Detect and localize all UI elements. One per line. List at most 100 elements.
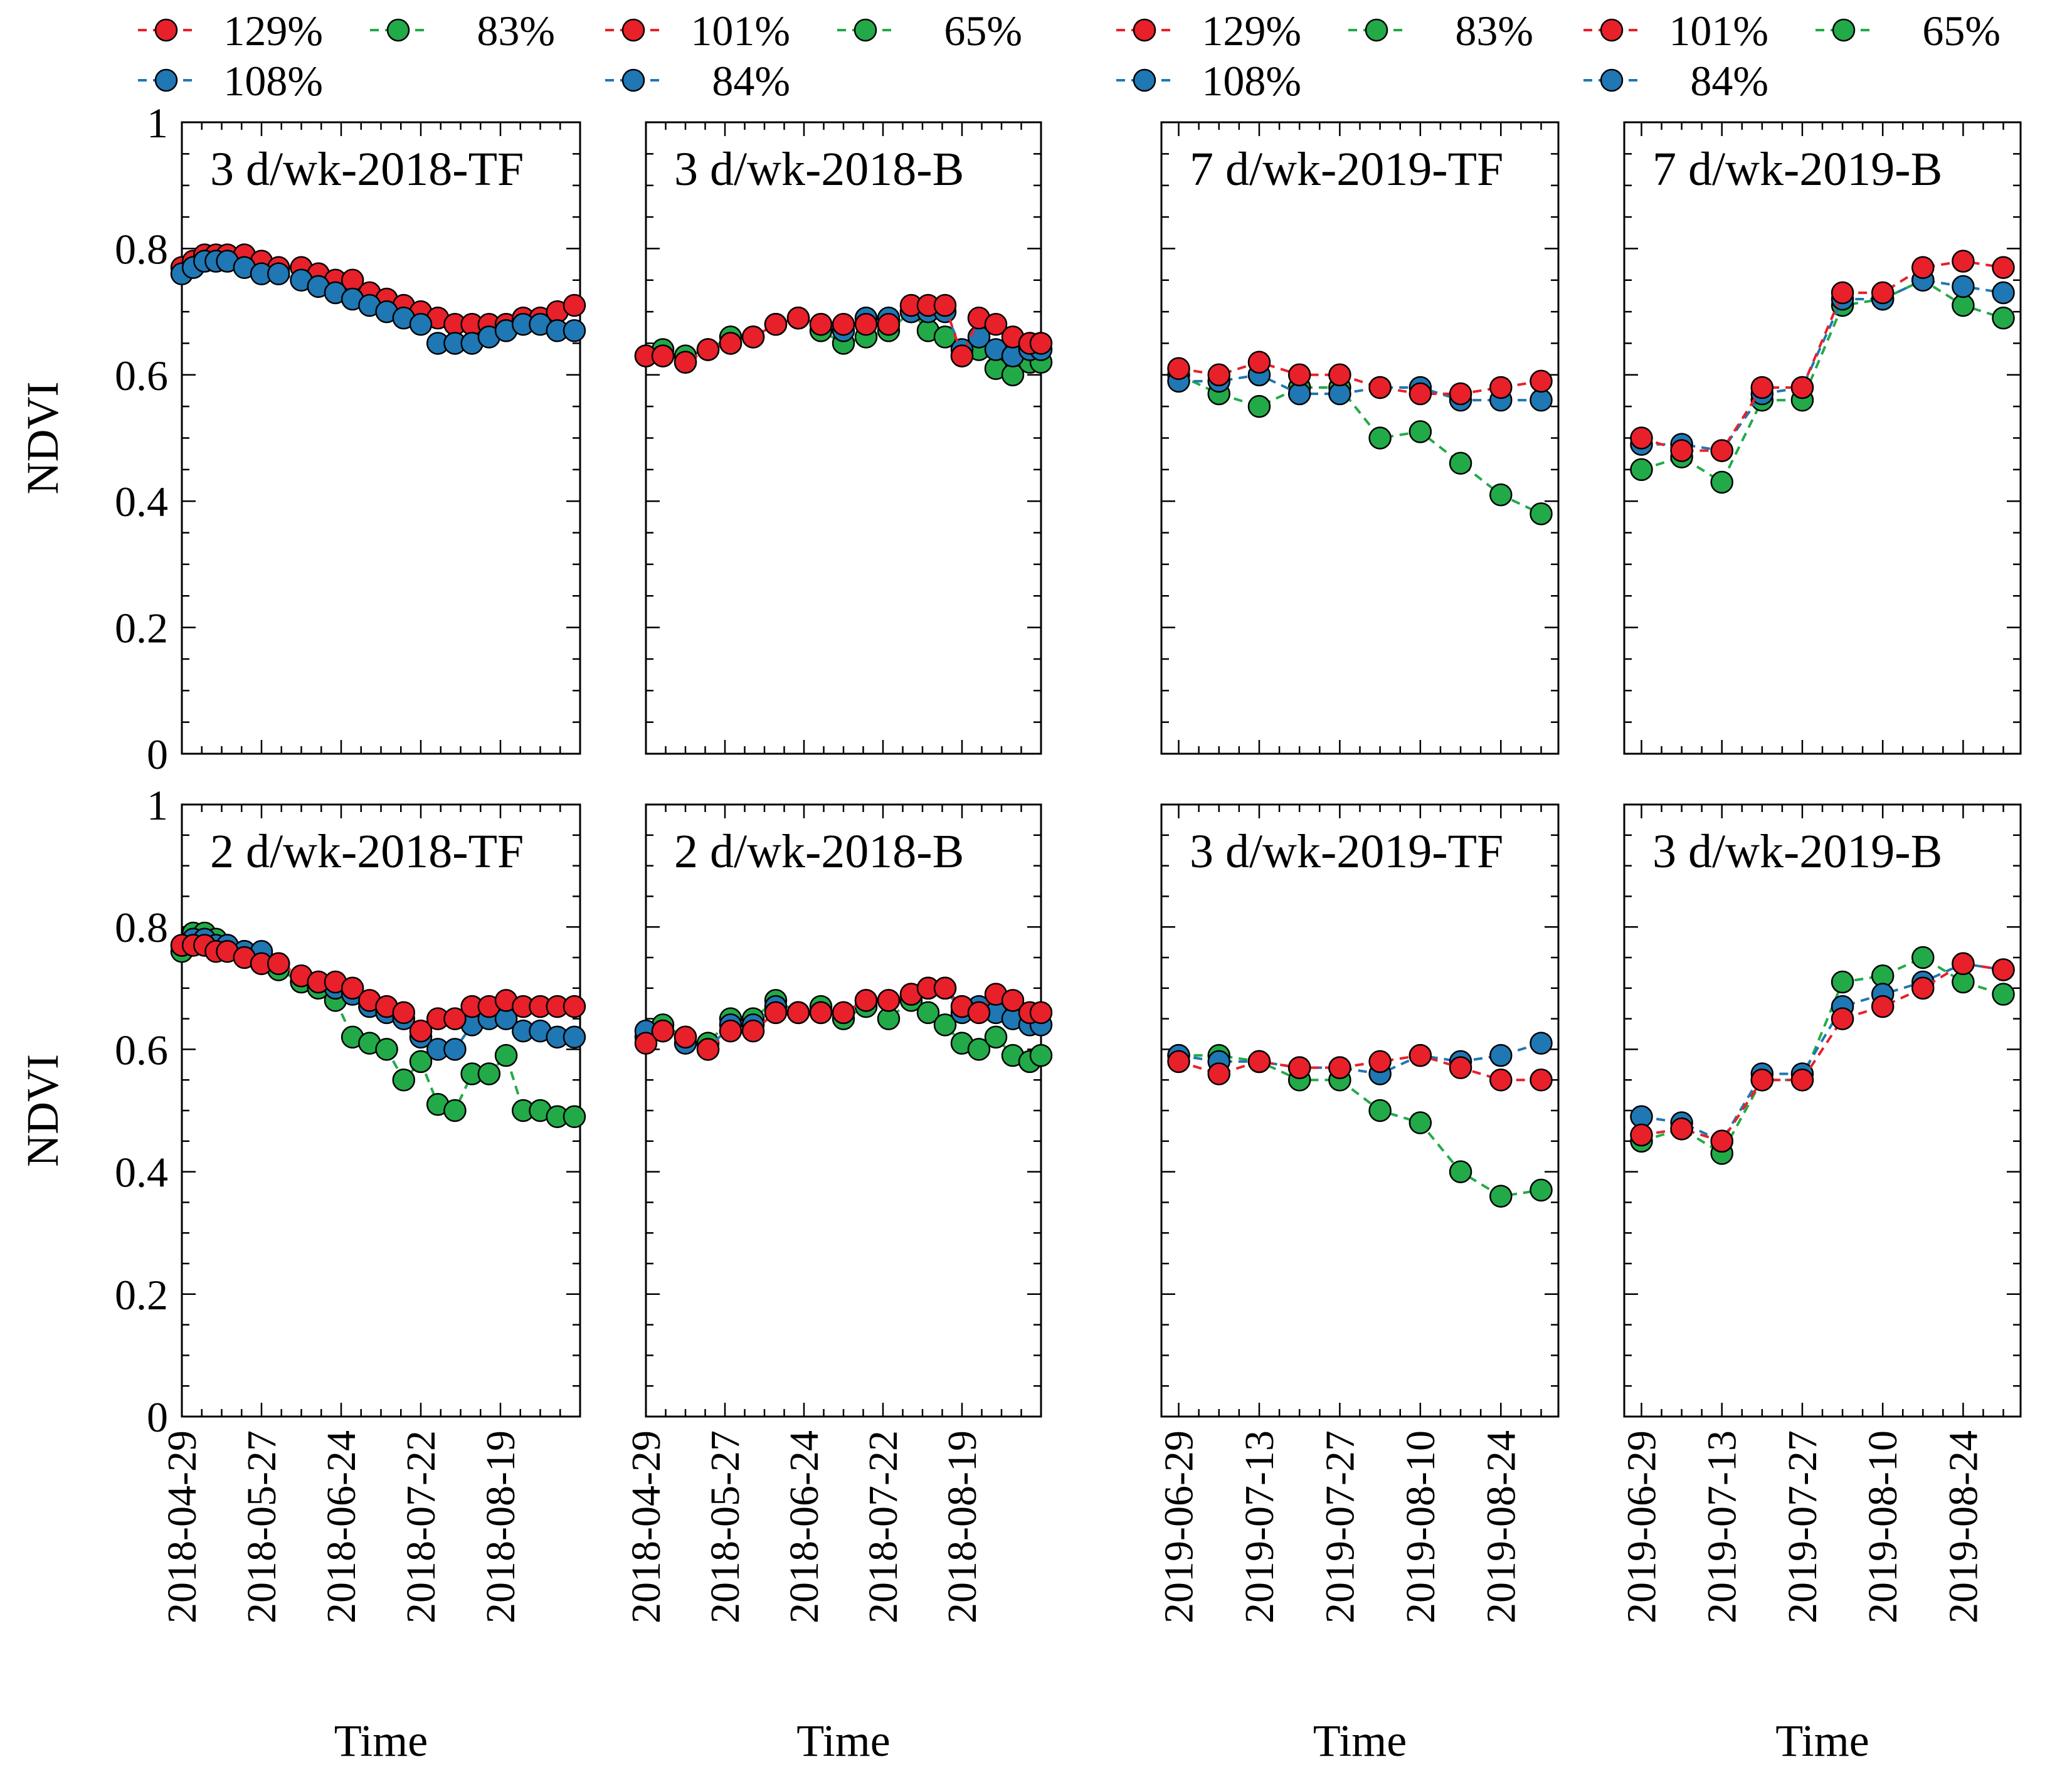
y-tick-label: 0.2 [115,604,168,652]
legend-marker [1600,18,1624,42]
legend-marker [1365,18,1388,42]
x-tick-label: 2018-07-22 [860,1430,906,1623]
data-point [1710,439,1733,462]
data-point [1489,1185,1513,1208]
data-point [1167,1050,1190,1074]
y-tick-label: 0 [147,1393,168,1441]
data-point [854,312,878,336]
legend-entry: 83% [370,7,555,55]
y-tick-label: 0.6 [115,1026,168,1074]
x-tick-label: 2019-07-13 [1699,1430,1745,1623]
y-tick-label: 0 [147,731,168,778]
x-tick-label: 2018-07-22 [398,1430,444,1623]
data-point [1790,376,1814,399]
data-point [634,1032,658,1055]
series-line [1641,278,2004,452]
x-tick-label: 2019-08-10 [1398,1430,1444,1623]
series-129pct [170,934,586,1043]
data-point [1911,256,1935,279]
legend-label: 129% [1202,7,1301,55]
series-line [1178,373,1542,515]
data-point [1992,256,2015,279]
data-point [1790,1068,1814,1092]
panel-title: 3 d/wk-2018-TF [210,143,524,196]
series-101pct [1630,952,2015,1153]
data-point [1710,1129,1733,1153]
plot-frame [1160,803,1560,1418]
legend-entry: 129% [138,7,323,55]
x-tick-label: 2018-08-19 [939,1430,985,1623]
data-point [1530,388,1553,412]
series-line [1178,1054,1541,1082]
data-point [1409,1111,1432,1134]
data-point [1871,281,1895,305]
data-point [719,1019,743,1043]
legend-label: 101% [690,7,790,55]
x-tick-label: 2019-08-24 [1478,1430,1524,1623]
data-point [1247,351,1271,374]
panel-7: 2019-06-29 2019-07-13 2019-07-27 2019-08-10… [1156,803,1560,1766]
x-tick-label: 2018-04-29 [623,1430,669,1623]
legend-entry: 108% [1116,57,1301,105]
panel-6: 2018-04-29 2018-05-27 2018-06-24 2018-07-22… [623,803,1053,1766]
x-axis-label: Time [334,1716,428,1766]
data-point [786,1001,810,1025]
series-129pct [1167,351,1553,406]
panels: 0 0.2 0.4 0.6 0.8 1 NDVI 3 d/wk-2018-TF 3 d/wk-2… [18,99,2022,1766]
legend-label: 84% [1690,57,1768,105]
data-point [1368,426,1392,450]
data-point [341,976,364,1000]
data-point [1449,451,1472,475]
data-point [1992,281,2015,305]
data-point [764,1001,788,1025]
data-point [1029,1043,1053,1067]
panel-3: 7 d/wk-2019-TF [1160,121,1560,755]
data-point [933,976,957,1000]
panel-4: 7 d/wk-2019-B [1623,121,2022,755]
y-tick-label: 0.4 [115,1149,168,1196]
panel-title: 7 d/wk-2019-B [1652,143,1942,196]
panel-2: 3 d/wk-2018-B [634,121,1053,755]
data-point [916,1001,940,1025]
data-point [1328,1056,1351,1079]
data-point [409,1019,433,1043]
data-point [1489,376,1513,399]
x-tick-label: 2018-08-19 [478,1430,524,1623]
data-point [443,1007,467,1030]
legend-group-2: 129% 83% 101% 65% 108% 84% [1116,7,2001,105]
data-point [1287,1056,1311,1079]
data-point [267,262,290,285]
data-point [1530,1032,1553,1055]
panel-5: 0 0.2 0.4 0.6 0.8 1 2018-04-29 2018-05-27 2018-0… [18,781,586,1766]
data-point [392,1068,416,1092]
legend-marker [854,18,877,42]
legend-label: 65% [944,7,1022,55]
x-tick-label: 2018-05-27 [239,1430,285,1623]
data-point [809,312,833,336]
x-axis-label: Time [1313,1716,1407,1766]
legend-group-1: 129% 83% 101% 65% 108% 84% [138,7,1022,105]
data-point [1489,1068,1513,1092]
data-point [984,1025,1008,1049]
data-point [1630,1123,1653,1147]
x-axis-label: Time [796,1716,890,1766]
legend-entry: 84% [1583,57,1768,105]
panel-title: 3 d/wk-2018-B [674,143,964,196]
data-point [1449,1160,1472,1183]
legend-entry: 84% [605,57,790,105]
data-point [1952,275,1975,298]
legend-label: 83% [1455,7,1533,55]
data-point [1409,382,1432,406]
data-point [1207,1062,1230,1085]
series-line [1641,962,2004,1143]
x-tick-label: 2019-08-10 [1860,1430,1906,1623]
data-point [1368,376,1392,399]
legend-label: 84% [712,57,790,105]
data-point [741,325,765,349]
data-point [1287,382,1311,406]
data-point [832,1001,855,1025]
series-line [1178,1042,1542,1075]
data-point [967,1001,991,1025]
y-tick-label: 1 [147,781,168,829]
legend-label: 83% [477,7,555,55]
